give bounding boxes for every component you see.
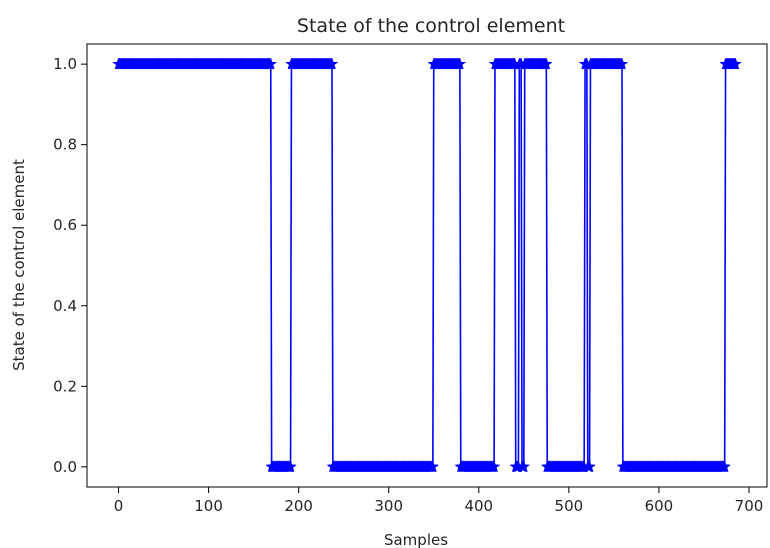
y-tick-label: 0.6 — [53, 216, 77, 234]
series-line — [118, 63, 736, 468]
plot-area — [86, 43, 768, 488]
series-markers — [112, 57, 742, 473]
data-point-marker — [615, 57, 629, 70]
data-point-marker — [517, 460, 531, 473]
x-axis: 0 100 200 300 400 500 600 700 — [114, 487, 764, 515]
y-tick-label: 0.8 — [53, 136, 77, 154]
y-tick-label: 0.4 — [53, 297, 77, 315]
x-tick-label: 300 — [374, 497, 403, 515]
x-tick-label: 600 — [645, 497, 674, 515]
y-tick-label: 1.0 — [53, 55, 77, 73]
y-axis-title: State of the control element — [10, 159, 28, 371]
x-tick-label: 400 — [464, 497, 493, 515]
data-point-marker — [264, 57, 278, 70]
data-point-marker — [583, 460, 597, 473]
x-tick-label: 500 — [555, 497, 584, 515]
data-point-marker — [325, 57, 339, 70]
series-group — [112, 57, 742, 473]
data-point-marker — [539, 57, 553, 70]
y-axis: 0.0 0.2 0.4 0.6 0.8 1.0 — [53, 55, 87, 476]
data-point-marker — [487, 460, 501, 473]
data-point-marker — [426, 460, 440, 473]
data-point-marker — [453, 57, 467, 70]
data-point-marker — [729, 57, 742, 70]
data-point-marker — [284, 460, 297, 473]
x-tick-label: 200 — [284, 497, 313, 515]
x-tick-label: 0 — [114, 497, 124, 515]
y-tick-label: 0.2 — [53, 377, 77, 395]
chart-title: State of the control element — [297, 15, 565, 37]
y-tick-label: 0.0 — [53, 458, 77, 476]
x-tick-label: 100 — [194, 497, 223, 515]
axes-frame — [86, 43, 768, 488]
x-tick-label: 700 — [735, 497, 764, 515]
data-point-marker — [718, 460, 732, 473]
x-axis-title: Samples — [384, 531, 448, 548]
